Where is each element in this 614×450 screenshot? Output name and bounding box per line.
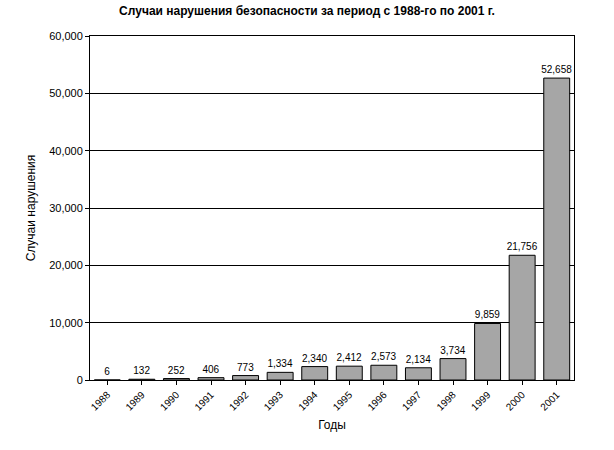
svg-text:9,859: 9,859 [475,309,500,320]
svg-text:30,000: 30,000 [49,202,83,214]
svg-text:2,573: 2,573 [371,351,396,362]
svg-text:1992: 1992 [227,389,251,413]
svg-text:2,134: 2,134 [406,354,431,365]
svg-text:Случаи нарушения безопасности: Случаи нарушения безопасности за период … [119,4,495,18]
svg-text:2,412: 2,412 [337,352,362,363]
svg-text:1994: 1994 [296,389,320,413]
svg-text:1991: 1991 [192,389,216,413]
svg-text:773: 773 [237,362,254,373]
svg-text:1996: 1996 [365,389,389,413]
svg-text:Годы: Годы [318,418,346,432]
svg-text:10,000: 10,000 [49,317,83,329]
svg-text:21,756: 21,756 [507,241,538,252]
svg-text:1999: 1999 [469,389,493,413]
svg-text:2000: 2000 [504,389,528,413]
svg-text:6: 6 [104,366,110,377]
svg-text:Случаи нарушения: Случаи нарушения [24,155,38,262]
svg-text:132: 132 [133,365,150,376]
svg-text:40,000: 40,000 [49,145,83,157]
svg-text:50,000: 50,000 [49,87,83,99]
svg-text:1990: 1990 [158,389,182,413]
svg-text:406: 406 [202,364,219,375]
svg-text:1989: 1989 [123,389,147,413]
svg-text:1,334: 1,334 [267,358,292,369]
svg-text:1993: 1993 [262,389,286,413]
svg-text:2001: 2001 [538,389,562,413]
svg-text:3,734: 3,734 [440,345,465,356]
svg-text:1997: 1997 [400,389,424,413]
svg-text:20,000: 20,000 [49,259,83,271]
svg-text:1998: 1998 [434,389,458,413]
svg-text:0: 0 [77,374,83,386]
svg-text:60,000: 60,000 [49,30,83,42]
svg-text:1995: 1995 [331,389,355,413]
svg-text:252: 252 [168,365,185,376]
svg-text:1988: 1988 [89,389,113,413]
svg-text:2,340: 2,340 [302,353,327,364]
svg-text:52,658: 52,658 [541,64,572,75]
